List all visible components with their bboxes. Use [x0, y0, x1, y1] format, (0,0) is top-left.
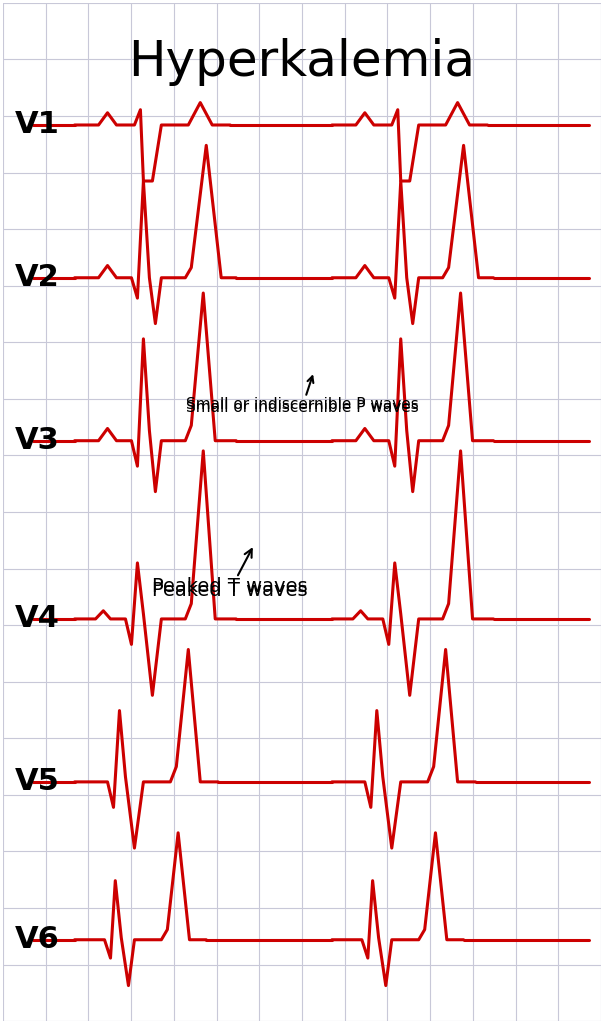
Text: V2: V2 — [14, 263, 60, 292]
Text: Hyperkalemia: Hyperkalemia — [129, 39, 475, 86]
Text: Peaked T waves: Peaked T waves — [152, 577, 308, 596]
Text: V3: V3 — [14, 426, 60, 456]
Text: Peaked T waves: Peaked T waves — [152, 549, 308, 599]
Text: Small or indiscernible P waves: Small or indiscernible P waves — [185, 397, 419, 413]
Text: Small or indiscernible P waves: Small or indiscernible P waves — [185, 376, 419, 415]
Text: V5: V5 — [14, 767, 60, 797]
Text: V4: V4 — [14, 604, 60, 634]
Text: V1: V1 — [14, 111, 60, 139]
Text: V6: V6 — [14, 926, 60, 954]
